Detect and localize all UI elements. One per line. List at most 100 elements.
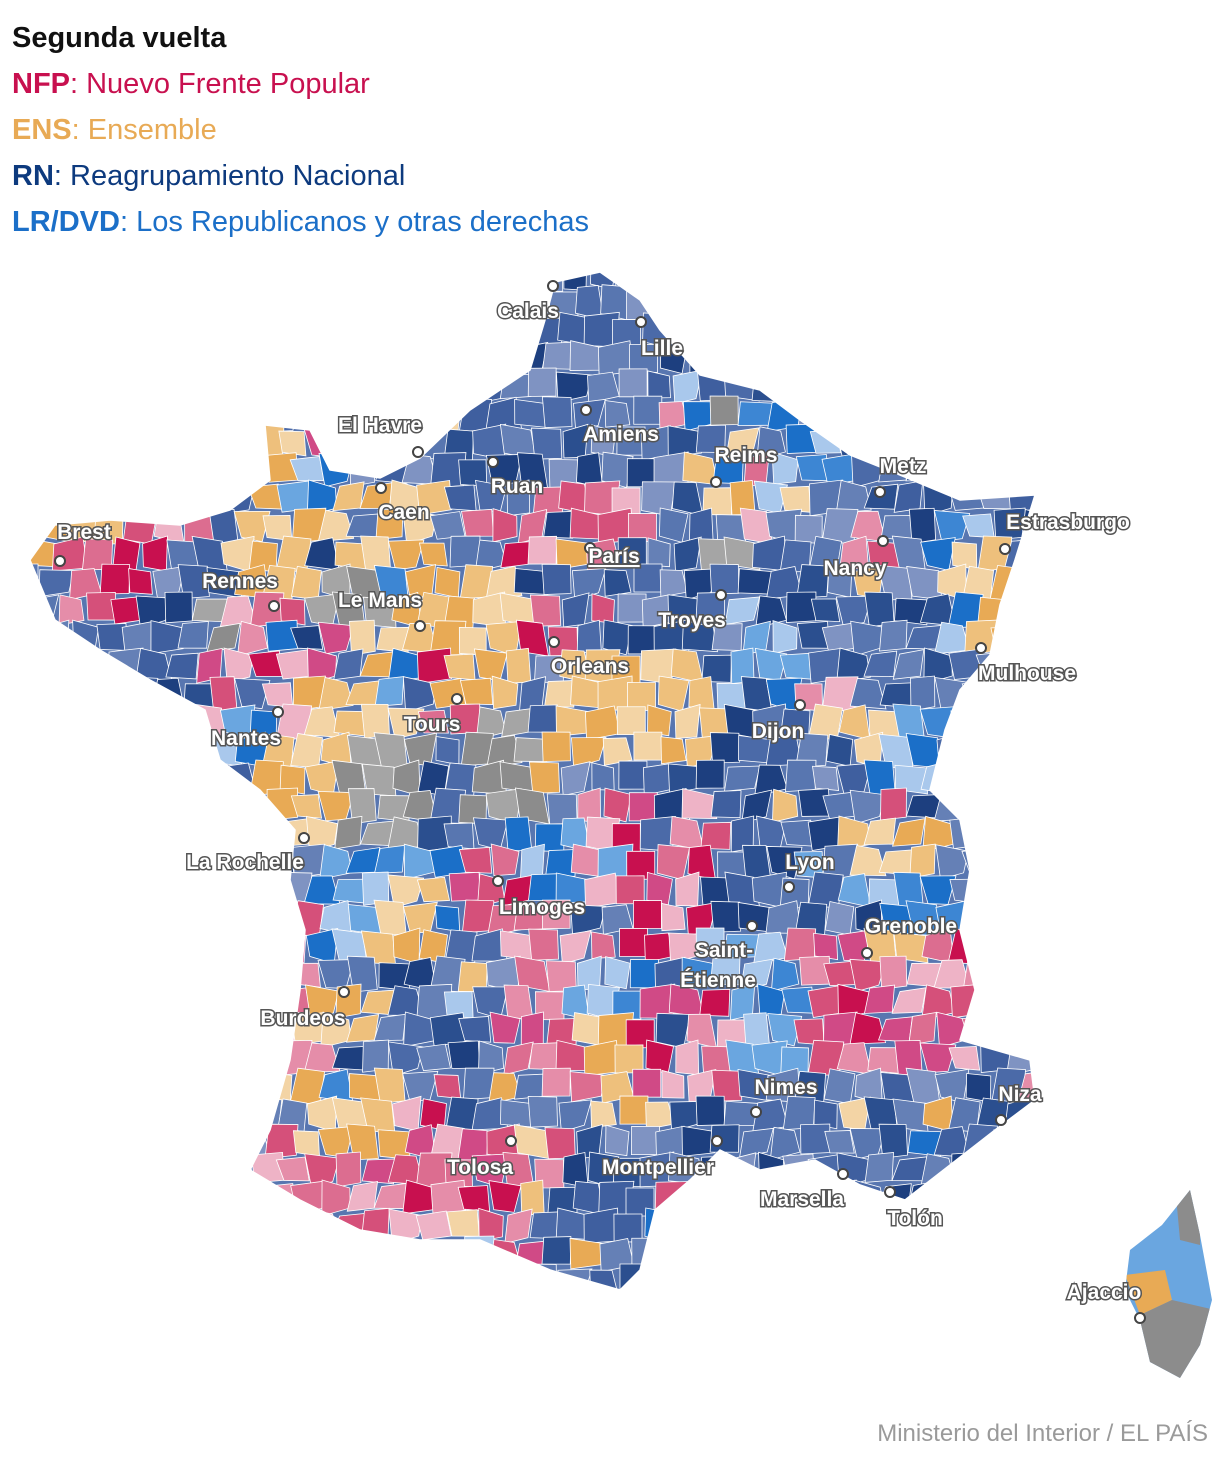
constituency-area xyxy=(488,1180,522,1213)
constituency-area xyxy=(825,733,854,767)
city-label: Caen xyxy=(378,501,429,524)
constituency-area xyxy=(418,542,448,567)
constituency-area xyxy=(1017,901,1035,934)
constituency-area xyxy=(191,272,228,287)
constituency-area xyxy=(66,844,103,881)
constituency-area xyxy=(221,312,256,345)
constituency-area xyxy=(294,1298,318,1326)
constituency-area xyxy=(1021,1179,1035,1215)
constituency-area xyxy=(0,1264,24,1292)
constituency-area xyxy=(910,675,936,712)
constituency-area xyxy=(70,283,102,319)
constituency-area xyxy=(127,1068,154,1103)
constituency-area xyxy=(527,1095,558,1128)
constituency-area xyxy=(936,395,968,433)
constituency-area xyxy=(836,647,871,683)
constituency-area xyxy=(136,1151,171,1186)
constituency-area xyxy=(1031,542,1035,567)
constituency-area xyxy=(951,372,978,403)
constituency-area xyxy=(435,736,460,766)
constituency-area xyxy=(164,423,193,455)
constituency-area xyxy=(632,1068,662,1098)
constituency-area xyxy=(346,1292,379,1327)
constituency-area xyxy=(317,1237,355,1271)
constituency-area xyxy=(275,649,313,680)
constituency-area xyxy=(66,1068,103,1104)
legend-label: : Reagrupamiento Nacional xyxy=(53,160,406,192)
city-label: Tours xyxy=(404,713,461,736)
constituency-area xyxy=(125,1298,155,1324)
constituency-area xyxy=(122,789,159,824)
constituency-area xyxy=(463,1067,495,1101)
constituency-area xyxy=(374,289,410,315)
city-marker xyxy=(584,542,596,554)
constituency-area xyxy=(919,426,957,458)
constituency-area xyxy=(563,272,588,291)
constituency-area xyxy=(30,481,59,517)
constituency-area xyxy=(348,1242,383,1270)
constituency-area xyxy=(980,1039,1013,1073)
constituency-area xyxy=(947,1212,982,1238)
constituency-area xyxy=(654,1181,691,1217)
constituency-area xyxy=(1031,876,1035,902)
constituency-area xyxy=(135,272,172,292)
constituency-area xyxy=(72,788,98,819)
constituency-area xyxy=(289,1235,326,1273)
constituency-area xyxy=(741,789,773,824)
constituency-area xyxy=(210,1179,237,1216)
constituency-area xyxy=(44,788,71,825)
constituency-area xyxy=(964,451,998,487)
constituency-area xyxy=(123,1128,158,1158)
constituency-area xyxy=(808,272,843,287)
constituency-area xyxy=(79,319,109,349)
constituency-area xyxy=(933,510,971,542)
constituency-area xyxy=(30,871,61,906)
constituency-area xyxy=(95,456,127,484)
constituency-area xyxy=(278,1207,313,1244)
legend-item-ens: ENS: Ensemble xyxy=(12,107,589,153)
legend-abbr: NFP xyxy=(12,68,70,100)
constituency-area xyxy=(1051,284,1075,320)
constituency-area xyxy=(560,761,591,796)
constituency-area xyxy=(402,676,437,713)
city-label: Calais xyxy=(497,300,559,323)
constituency-area xyxy=(667,594,704,626)
constituency-area xyxy=(1005,927,1035,965)
city-label: Amiens xyxy=(583,423,659,446)
city-marker xyxy=(711,1135,723,1147)
constituency-area xyxy=(416,479,453,516)
constituency-area xyxy=(275,367,311,405)
constituency-area xyxy=(85,1263,116,1290)
constituency-area xyxy=(38,339,75,375)
constituency-area xyxy=(197,311,222,349)
constituency-area xyxy=(614,1044,644,1074)
constituency-area xyxy=(156,1235,182,1272)
constituency-area xyxy=(559,930,592,965)
constituency-area xyxy=(923,647,953,685)
constituency-area xyxy=(406,1292,434,1328)
constituency-area xyxy=(821,508,859,544)
constituency-area xyxy=(978,703,1013,739)
constituency-area xyxy=(989,732,1025,769)
constituency-area xyxy=(541,563,572,595)
constituency-area xyxy=(992,962,1019,991)
constituency-area xyxy=(989,289,1023,315)
constituency-area xyxy=(219,873,257,908)
constituency-area xyxy=(867,1047,901,1074)
constituency-area xyxy=(989,458,1022,484)
constituency-area xyxy=(178,287,212,314)
constituency-area xyxy=(769,1126,801,1161)
constituency-area xyxy=(151,845,187,880)
constituency-area xyxy=(402,508,438,545)
constituency-area xyxy=(1017,732,1035,767)
constituency-area xyxy=(141,871,169,909)
constituency-area xyxy=(947,314,984,342)
city-marker xyxy=(268,600,280,612)
constituency-area xyxy=(167,318,201,346)
constituency-area xyxy=(991,1297,1019,1328)
constituency-area xyxy=(681,956,717,988)
constituency-area xyxy=(0,761,25,789)
constituency-area xyxy=(879,619,908,652)
constituency-area xyxy=(710,900,742,933)
